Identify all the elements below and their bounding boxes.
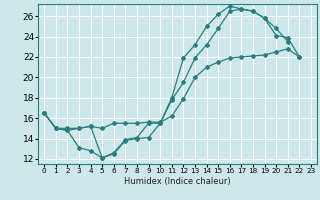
X-axis label: Humidex (Indice chaleur): Humidex (Indice chaleur): [124, 177, 231, 186]
